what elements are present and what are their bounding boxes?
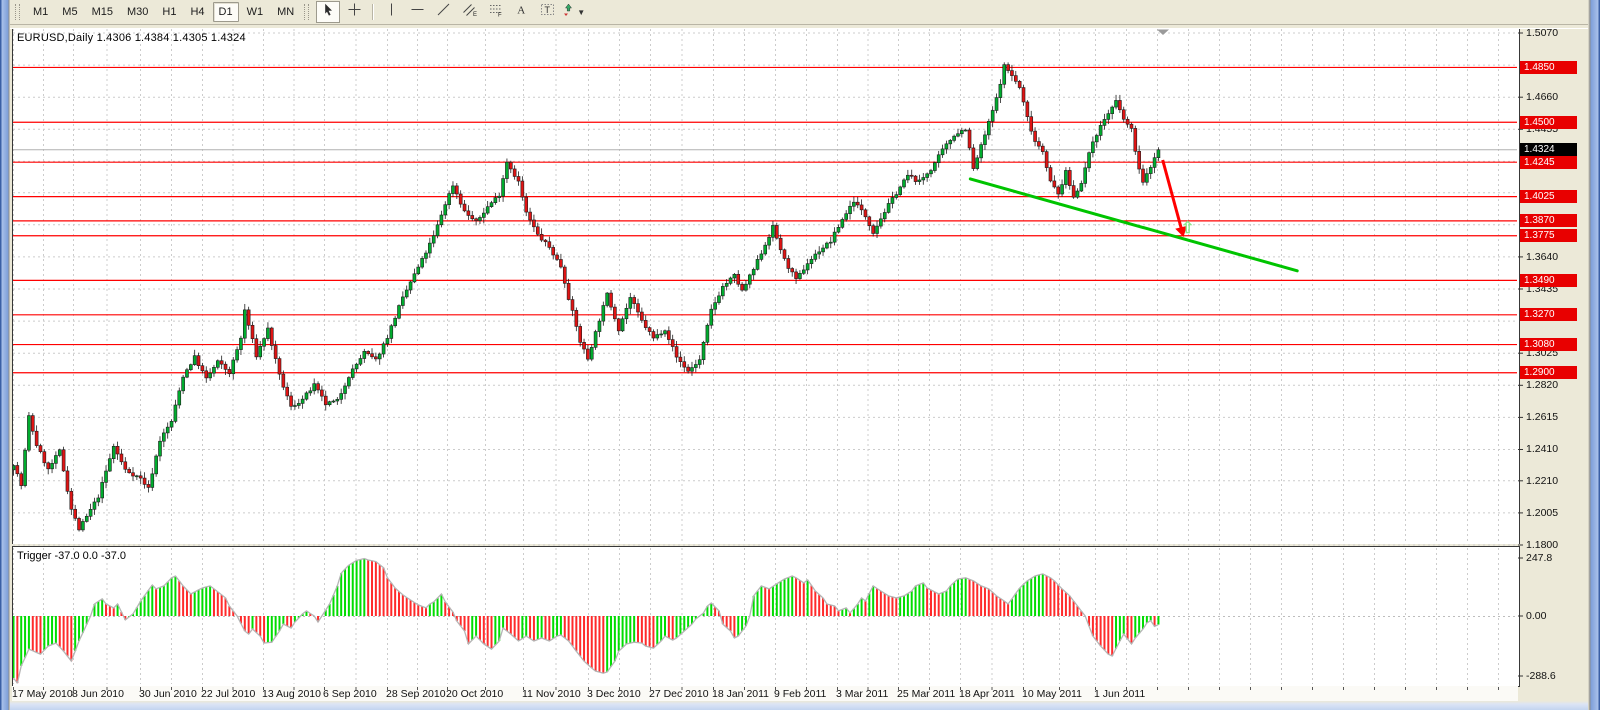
arrow-objects-icon [561,2,576,22]
toolbar-grip[interactable] [15,4,20,20]
price-axis-label: 1.2210 [1526,474,1559,487]
price-axis-label: 1.1800 [1526,539,1559,551]
price-level-tag: 1.4500 [1520,115,1577,129]
price-axis-label: 1.3435 [1526,283,1559,295]
price-axis-label: 1.2615 [1526,411,1559,424]
timeframe-button-H4[interactable]: H4 [190,6,205,18]
timeframe-button-M5[interactable]: M5 [62,6,78,18]
date-axis-band [12,686,1518,701]
svg-text:T: T [544,5,550,15]
toolbar-separator [10,24,1588,29]
text-label-icon: T [540,2,555,22]
toolbar-divider [372,4,374,20]
price-axis-label: 1.3025 [1526,347,1559,360]
main-chart-panel[interactable] [12,27,1520,546]
price-level-tag: 1.3775 [1520,229,1577,243]
horizontal-line-icon [410,2,425,22]
trend-line-icon [436,2,451,22]
toolbar-grip[interactable] [304,4,310,20]
tool-fibonacci-retracement-button[interactable]: F [483,1,507,23]
tool-text-label-button[interactable]: T [535,1,559,23]
text-icon: A [514,2,529,22]
dropdown-arrow-icon[interactable]: ▼ [577,7,586,17]
price-level-tag: 1.3490 [1520,273,1577,287]
price-axis-label: 1.4660 [1526,91,1559,104]
vertical-line-icon [384,2,399,22]
toolbar: M1 M5 M15 M30 H1 H4 D1 W1 MN E F A T ▼ [10,0,1588,24]
crosshair-icon [347,2,362,22]
price-axis-label: 1.2820 [1526,379,1559,392]
tool-horizontal-line-button[interactable] [405,1,429,23]
price-axis-label: 1.4455 [1526,123,1559,136]
timeframe-button-D1[interactable]: D1 [212,2,239,22]
timeframe-button-M15[interactable]: M15 [91,6,113,18]
price-level-tag: 1.2900 [1520,366,1577,380]
tool-equidistant-channel-button[interactable]: E [457,1,481,23]
timeframe-button-MN[interactable]: MN [277,6,295,18]
timeframe-button-H1[interactable]: H1 [162,6,177,18]
window-border-left [0,0,10,710]
tool-arrow-objects-button[interactable]: ▼ [561,1,585,23]
timeframe-button-W1[interactable]: W1 [246,6,264,18]
price-axis-label: 1.2005 [1526,506,1559,519]
window-border-bottom [10,701,1588,710]
price-level-tag: 1.3270 [1520,308,1577,322]
current-price-tag: 1.4324 [1520,143,1577,157]
price-level-tag: 1.3870 [1520,214,1577,228]
svg-text:F: F [498,13,502,18]
tool-vertical-line-button[interactable] [379,1,403,23]
window-border-right[interactable] [1588,0,1600,710]
timeframe-button-M30[interactable]: M30 [126,6,149,18]
indicator-axis-label: 247.8 [1526,552,1553,564]
price-axis-label: 1.3640 [1526,250,1559,263]
indicator-axis-label: 0.00 [1526,610,1547,622]
price-level-tag: 1.4245 [1520,155,1577,169]
indicator-panel[interactable] [12,546,1520,687]
timeframe-button-M1[interactable]: M1 [33,6,49,18]
svg-text:E: E [473,12,477,17]
price-level-tag: 1.3080 [1520,338,1577,352]
price-axis-label: 1.2410 [1526,443,1559,456]
tool-cursor-button[interactable] [316,1,341,23]
price-level-tag: 1.4025 [1520,190,1577,204]
equidistant-channel-icon: E [462,2,477,22]
panel-splitter[interactable] [12,544,1520,546]
indicator-axis-label: -288.6 [1526,670,1556,682]
tool-crosshair-button[interactable] [342,1,366,23]
price-level-tag: 1.4850 [1520,60,1577,74]
cursor-icon [321,2,336,22]
tool-text-button[interactable]: A [509,1,533,23]
fibonacci-retracement-icon: F [488,2,503,22]
svg-text:A: A [517,5,525,17]
tool-trend-line-button[interactable] [431,1,455,23]
